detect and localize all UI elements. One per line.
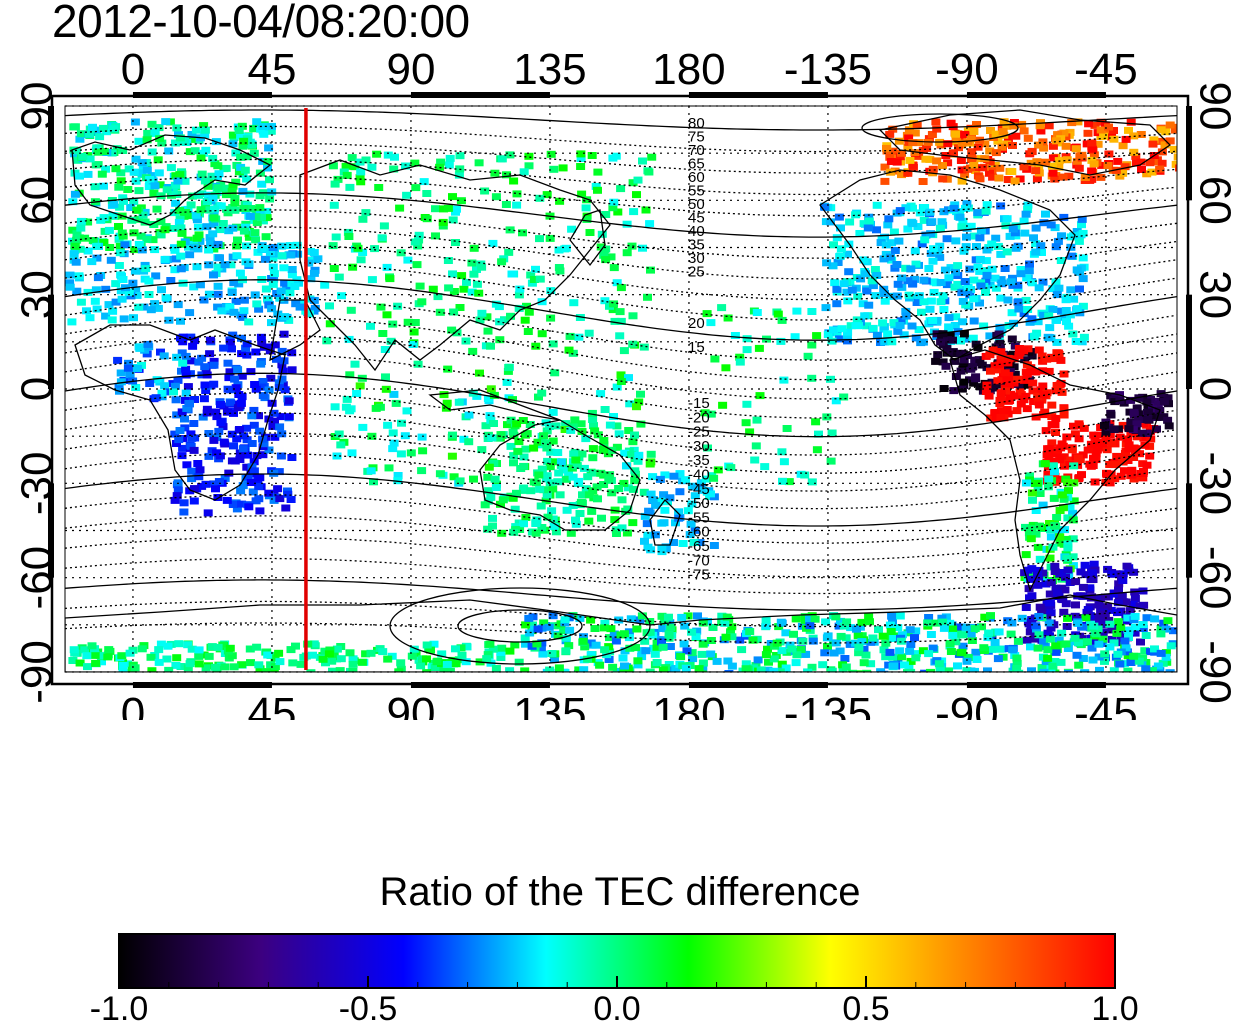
lat-tick-left: -30	[13, 452, 62, 516]
contour-label: -45	[688, 481, 710, 498]
colorbar-tick-label: 0.5	[842, 990, 889, 1024]
colorbar: -1.0 -0.5 0.0 0.5 1.0	[90, 933, 1139, 1024]
colorbar-ticks: -1.0 -0.5 0.0 0.5 1.0	[90, 976, 1139, 1024]
colorbar-tick-label: 1.0	[1091, 990, 1138, 1024]
map-frame	[50, 94, 1190, 686]
lon-tick-top: 135	[513, 45, 586, 94]
lon-tick-bottom: 135	[513, 689, 586, 720]
contour-label: 50	[688, 196, 705, 213]
lon-tick-bottom: 90	[386, 689, 435, 720]
lon-tick-top: 0	[121, 45, 145, 94]
lat-tick-left: -60	[13, 546, 62, 610]
contour-label: -15	[688, 395, 710, 412]
contour-label: 75	[688, 129, 705, 146]
coastlines	[65, 109, 1177, 672]
contour-label: 20	[688, 315, 705, 332]
contour-label: -30	[688, 438, 710, 455]
colorbar-tick-label: 0.0	[593, 990, 640, 1024]
frame-bars	[48, 92, 1192, 688]
lat-tick-right: -60	[1190, 546, 1239, 610]
contour-label: -20	[688, 409, 710, 426]
contour-label: -40	[688, 467, 710, 484]
lat-tick-left: 90	[13, 82, 62, 131]
lon-tick-top: -45	[1074, 45, 1138, 94]
contour-label: 80	[688, 115, 705, 132]
lon-tick-top: -135	[784, 45, 872, 94]
contour-label: -50	[688, 495, 710, 512]
lon-tick-top: 180	[652, 45, 725, 94]
contour-label: 25	[688, 264, 705, 281]
lat-tick-right: 30	[1190, 270, 1239, 319]
contour-label: 40	[688, 223, 705, 240]
contour-label: -60	[688, 524, 710, 541]
timestamp-title: 2012-10-04/08:20:00	[52, 0, 470, 47]
contour-label: 15	[688, 339, 705, 356]
tec-map: 8075706560555045403530252015-15-20-25-30…	[13, 45, 1240, 720]
lat-tick-right: -90	[1190, 640, 1239, 704]
contour-label: 70	[688, 142, 705, 159]
colorbar-title: Ratio of the TEC difference	[379, 870, 861, 914]
colorbar-tick-label: -0.5	[339, 990, 398, 1024]
lon-tick-top: 45	[247, 45, 296, 94]
contour-label: -75	[688, 567, 710, 584]
axis-labels: 0045459090135135180180-135-135-90-90-45-…	[13, 45, 1240, 720]
lat-tick-left: 60	[13, 176, 62, 225]
contour-label: -25	[688, 424, 710, 441]
lon-tick-bottom: 45	[247, 689, 296, 720]
lon-tick-top: 90	[386, 45, 435, 94]
lon-tick-bottom: 180	[652, 689, 725, 720]
lon-tick-bottom: -45	[1074, 689, 1138, 720]
lat-tick-left: 0	[13, 377, 62, 401]
contour-label: -35	[688, 452, 710, 469]
lon-tick-bottom: 0	[121, 689, 145, 720]
lat-tick-right: 60	[1190, 176, 1239, 225]
contour-label: 55	[688, 183, 705, 200]
contour-label: 35	[688, 237, 705, 254]
lat-tick-right: 0	[1190, 377, 1239, 401]
contour-label: 45	[688, 210, 705, 227]
contour-label: -55	[688, 509, 710, 526]
contour-label: -70	[688, 552, 710, 569]
contour-label: 60	[688, 169, 705, 186]
colorbar-tick-label: -1.0	[90, 990, 149, 1024]
contour-label: 65	[688, 156, 705, 173]
lon-tick-top: -90	[935, 45, 999, 94]
lat-tick-right: 90	[1190, 82, 1239, 131]
contour-label: 30	[688, 250, 705, 267]
contour-label: -65	[688, 538, 710, 555]
magnetic-latitude-contours	[65, 109, 1177, 665]
tec-data-patches	[65, 118, 1177, 672]
lon-tick-bottom: -90	[935, 689, 999, 720]
lat-tick-left: 30	[13, 270, 62, 319]
lat-tick-right: -30	[1190, 452, 1239, 516]
lon-tick-bottom: -135	[784, 689, 872, 720]
lat-tick-left: -90	[13, 640, 62, 704]
